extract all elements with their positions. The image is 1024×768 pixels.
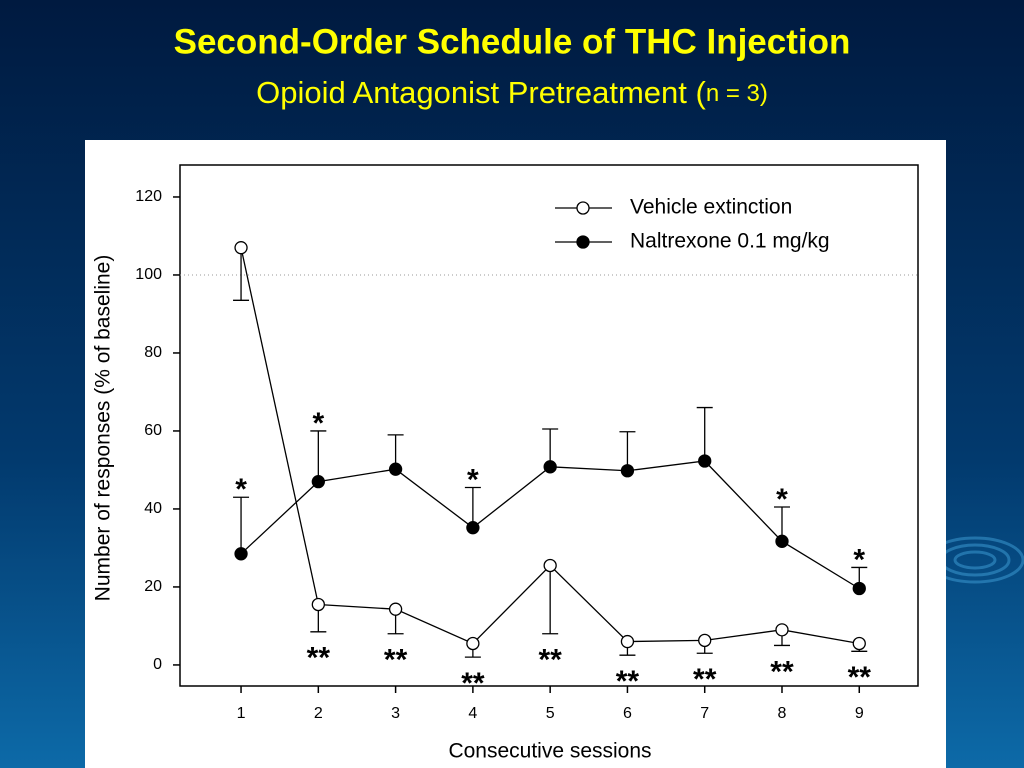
y-tick-label: 100 <box>135 266 162 283</box>
x-axis-label: Consecutive sessions <box>448 740 651 763</box>
plot-frame <box>179 164 919 687</box>
data-point <box>775 534 789 548</box>
significance-label: ** <box>693 663 717 696</box>
significance-label: ** <box>848 661 872 694</box>
y-tick-label: 80 <box>144 344 162 361</box>
significance-label: * <box>776 483 788 516</box>
data-point <box>234 241 248 255</box>
subtitle-part: Opioid Antagonist Pretreatment ( <box>256 75 706 110</box>
chart-panel <box>85 140 946 768</box>
data-point <box>620 464 635 478</box>
significance-label: ** <box>616 665 640 698</box>
legend-label: Vehicle extinction <box>630 196 792 219</box>
x-tick-label: 1 <box>237 705 246 722</box>
subtitle-part: n = 3) <box>706 80 768 107</box>
significance-label: ** <box>538 644 562 677</box>
data-point <box>234 547 248 561</box>
data-point <box>620 634 635 649</box>
x-tick-label: 7 <box>700 705 709 722</box>
x-tick-label: 8 <box>778 705 787 722</box>
significance-label: * <box>312 407 324 440</box>
x-tick-label: 5 <box>546 705 555 722</box>
y-tick-label: 0 <box>153 656 162 673</box>
x-tick-label: 9 <box>855 705 864 722</box>
legend-label: Naltrexone 0.1 mg/kg <box>630 230 830 253</box>
y-tick-label: 40 <box>144 500 162 517</box>
data-point <box>775 623 789 637</box>
x-tick-label: 2 <box>314 705 323 722</box>
significance-label: * <box>235 473 247 506</box>
slide-title: Second-Order Schedule of THC Injection <box>174 22 851 61</box>
x-tick-label: 4 <box>468 705 477 722</box>
data-point <box>311 475 325 489</box>
legend-marker <box>576 235 590 249</box>
data-point <box>543 558 557 573</box>
data-point <box>852 636 866 651</box>
legend-marker <box>576 201 590 215</box>
x-tick-label: 3 <box>391 705 400 722</box>
data-point <box>466 636 480 651</box>
x-tick-label: 6 <box>623 705 632 722</box>
data-point <box>852 581 866 596</box>
significance-label: * <box>467 463 479 496</box>
y-tick-label: 20 <box>144 578 162 595</box>
significance-label: ** <box>384 644 408 677</box>
data-point <box>543 460 557 474</box>
significance-label: ** <box>307 642 331 675</box>
y-axis-label: Number of responses (% of baseline) <box>92 255 115 602</box>
significance-label: ** <box>461 667 485 700</box>
y-tick-label: 120 <box>135 188 162 205</box>
slide-subtitle: Opioid Antagonist Pretreatment (n = 3) <box>256 75 768 110</box>
y-tick-label: 60 <box>144 422 162 439</box>
data-point <box>311 597 325 612</box>
significance-label: * <box>853 543 865 576</box>
data-point <box>698 454 712 468</box>
data-point <box>388 602 403 616</box>
significance-label: ** <box>770 655 794 688</box>
data-point <box>698 633 712 648</box>
data-point <box>388 462 403 476</box>
data-point <box>466 521 480 535</box>
